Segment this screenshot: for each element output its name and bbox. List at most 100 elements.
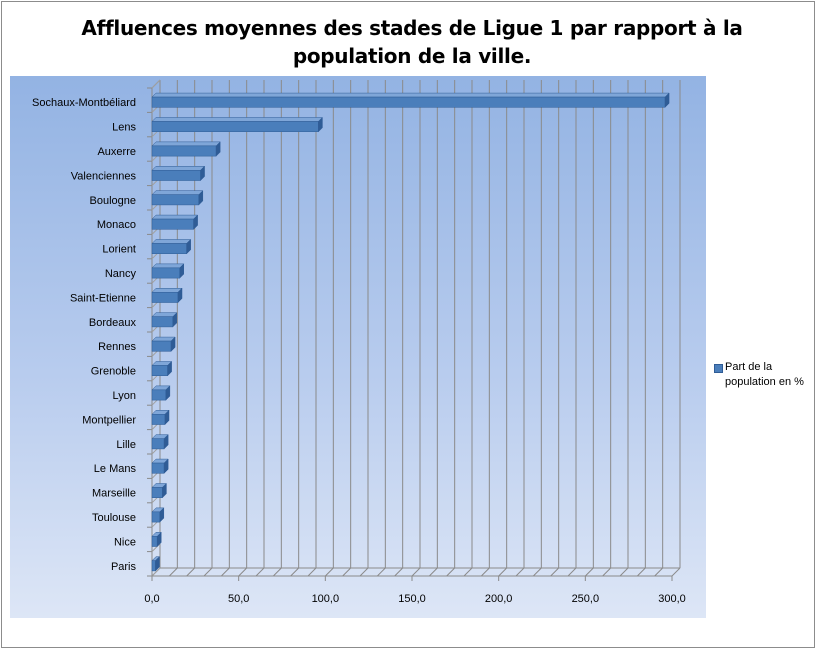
bar: [151, 389, 167, 401]
floor-gridline: [238, 567, 248, 577]
bar-end: [200, 165, 205, 182]
category-label: Valenciennes: [71, 170, 137, 182]
floor-gridline: [359, 567, 369, 577]
bar: [151, 536, 158, 547]
bar: [151, 462, 165, 474]
category-label: Nancy: [105, 268, 137, 280]
bar: [151, 170, 201, 181]
floor-gridline: [324, 567, 334, 577]
plot-area: [10, 76, 706, 618]
bar: [151, 194, 200, 206]
category-label: Lille: [116, 439, 136, 451]
bar-top: [151, 214, 199, 220]
bar-end: [167, 360, 172, 377]
bar-top: [151, 166, 206, 171]
bar-end: [179, 263, 184, 279]
bar-end: [164, 409, 170, 426]
x-tick-label: 250,0: [572, 593, 600, 605]
category-label: Monaco: [97, 219, 136, 231]
category-label: Le Mans: [94, 463, 137, 475]
floor-gridline: [203, 567, 213, 577]
bar-end: [318, 116, 323, 133]
bar: [151, 218, 194, 230]
floor-gridline: [498, 567, 508, 577]
bar-end: [170, 336, 176, 352]
floor-gridline: [394, 567, 404, 577]
bar: [151, 414, 166, 425]
bar-end: [159, 507, 165, 523]
floor-gridline: [463, 567, 473, 577]
bar: [151, 121, 319, 132]
x-tick-label: 0,0: [144, 593, 159, 605]
bar-end: [156, 531, 162, 548]
floor-gridline: [636, 567, 646, 577]
x-tick-label: 100,0: [312, 593, 340, 605]
floor-gridline: [290, 567, 300, 577]
floor-gridline: [446, 567, 456, 577]
bar-end: [165, 385, 171, 401]
category-label: Lorient: [102, 244, 136, 256]
bar: [151, 292, 179, 303]
bar-top: [151, 239, 192, 244]
category-label: Rennes: [98, 341, 136, 353]
bar: [151, 560, 156, 572]
floor-gridline: [255, 567, 265, 577]
category-label: Bordeaux: [89, 317, 137, 329]
x-tick-label: 300,0: [658, 593, 686, 605]
bar: [151, 511, 161, 523]
legend-swatch: [714, 364, 723, 373]
floor-gridline: [671, 567, 681, 577]
category-label: Boulogne: [90, 195, 137, 207]
floor-gridline: [411, 567, 421, 577]
floor-gridline: [168, 567, 178, 577]
floor-gridline: [619, 567, 629, 577]
floor-gridline: [567, 567, 577, 577]
bar: [151, 365, 168, 376]
floor-gridline: [602, 567, 612, 577]
category-label: Marseille: [92, 488, 136, 500]
bar-top: [151, 288, 183, 293]
x-tick-label: 150,0: [398, 593, 426, 605]
bar-end: [664, 92, 670, 108]
bar-end: [193, 214, 198, 230]
category-label: Grenoble: [91, 366, 136, 378]
floor-gridline: [186, 567, 196, 577]
category-label: Saint-Etienne: [70, 292, 136, 304]
floor-gridline: [584, 567, 594, 577]
category-label: Lens: [112, 122, 136, 134]
x-tick-label: 200,0: [485, 593, 513, 605]
bar: [151, 96, 666, 108]
category-label: Paris: [111, 561, 137, 573]
floor-gridline: [480, 567, 490, 577]
legend-label: Part de la population en %: [725, 361, 804, 388]
category-label: Nice: [114, 536, 136, 548]
left-wall-line: [151, 567, 161, 577]
chart-title: Affluences moyennes des stades de Ligue …: [81, 16, 743, 68]
floor-gridline: [428, 567, 438, 577]
bar-end: [162, 482, 167, 499]
bar: [151, 438, 165, 450]
floor-gridline: [654, 567, 664, 577]
bar: [151, 316, 174, 328]
bar-top: [151, 141, 221, 147]
bar: [151, 267, 180, 279]
bar: [151, 487, 163, 498]
bar-end: [163, 434, 169, 450]
bar-end: [215, 141, 221, 157]
category-label: Auxerre: [97, 146, 136, 158]
left-wall-line: [151, 79, 161, 89]
bar-top: [151, 190, 204, 195]
floor-gridline: [532, 567, 542, 577]
bar: [151, 243, 187, 254]
bar-end: [163, 458, 169, 474]
category-label: Toulouse: [92, 512, 136, 524]
bar-end: [172, 312, 178, 328]
bar-top: [151, 263, 185, 269]
category-label: Lyon: [113, 390, 136, 402]
floor-gridline: [515, 567, 525, 577]
floor-gridline: [272, 567, 282, 577]
floor-gridline: [220, 567, 230, 577]
floor-gridline: [307, 567, 317, 577]
